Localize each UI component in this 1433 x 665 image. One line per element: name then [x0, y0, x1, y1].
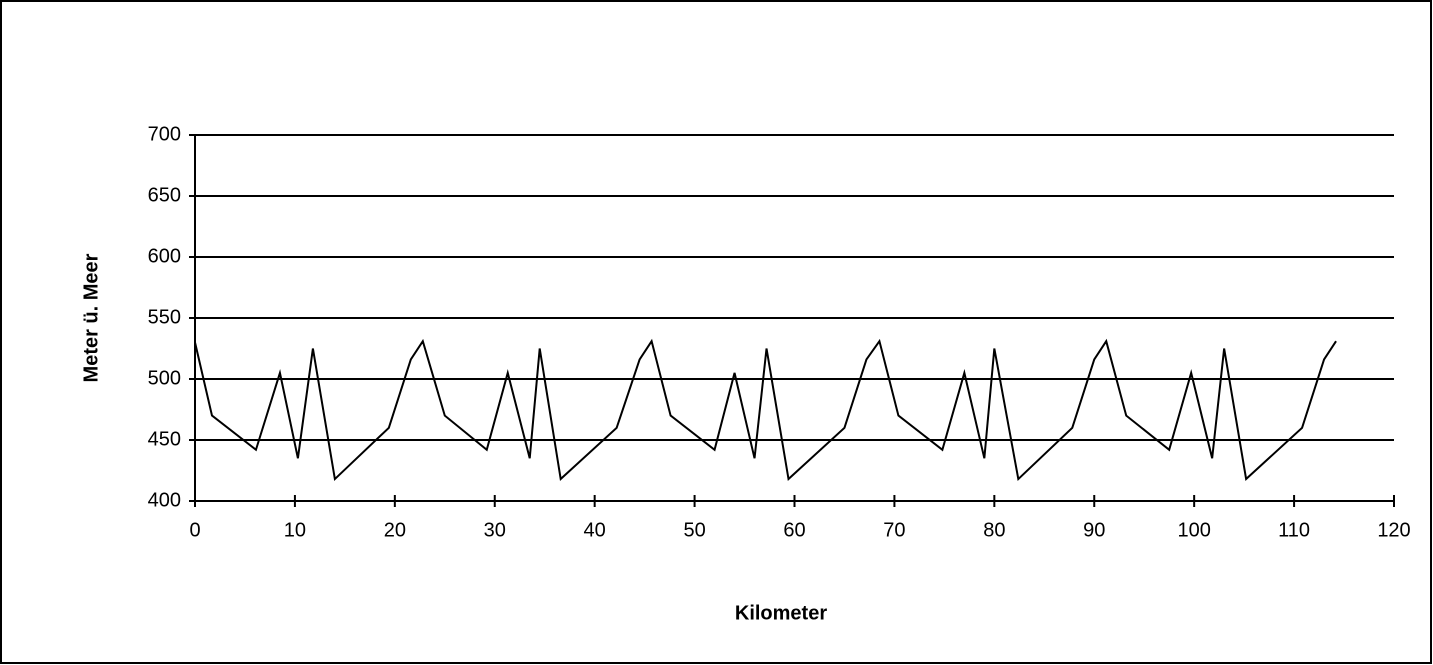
y-tick-label: 700 [148, 123, 181, 145]
y-tick-label: 400 [148, 489, 181, 511]
x-tick-label: 90 [1083, 519, 1105, 541]
x-tick-label: 110 [1278, 519, 1310, 541]
x-tick-label: 20 [384, 519, 406, 541]
y-tick-label: 450 [148, 428, 181, 450]
line-series [194, 338, 1337, 482]
x-tick-label: 80 [983, 519, 1005, 541]
x-tick-label: 0 [189, 519, 200, 541]
y-tick-label: 550 [148, 306, 181, 328]
y-tick-label: 600 [148, 245, 181, 267]
x-tick-label: 30 [484, 519, 506, 541]
x-tick-label: 10 [284, 519, 306, 541]
x-tick-label: 100 [1177, 519, 1210, 541]
x-axis-title: Kilometer [735, 602, 827, 624]
y-axis-title: Meter ü. Meer [80, 253, 102, 382]
x-tick-label: 40 [584, 519, 606, 541]
x-tick-label: 50 [683, 519, 705, 541]
x-tick-label: 70 [883, 519, 905, 541]
x-tick-label: 120 [1377, 519, 1410, 541]
y-tick-label: 500 [148, 367, 181, 389]
x-tick-label: 60 [783, 519, 805, 541]
y-tick-label: 650 [148, 184, 181, 206]
